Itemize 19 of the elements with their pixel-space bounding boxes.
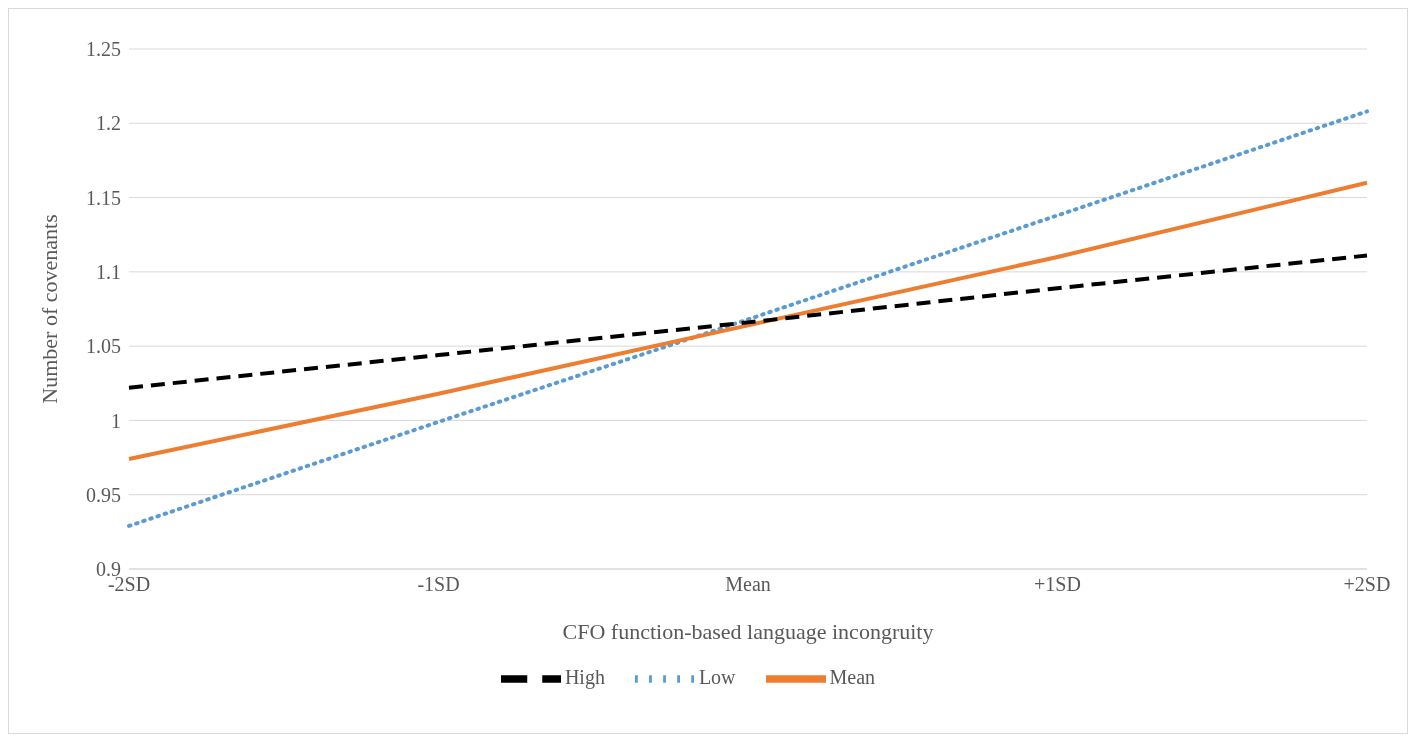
y-tick-label: 0.95	[86, 483, 121, 506]
legend-label: Low	[698, 665, 736, 688]
y-tick-label: 1	[111, 409, 121, 432]
y-tick-label: 1.1	[96, 260, 121, 283]
y-tick-label: 1.05	[86, 335, 121, 358]
x-tick-label: +1SD	[1034, 573, 1081, 596]
x-axis-title: CFO function-based language incongruity	[562, 619, 934, 644]
line-series	[127, 253, 1369, 390]
line-series	[127, 109, 1369, 528]
line-series	[127, 180, 1369, 462]
y-tick-label: 1.25	[86, 38, 121, 61]
legend-label: Mean	[829, 665, 876, 688]
y-tick-label: 1.2	[96, 112, 121, 135]
x-tick-label: -1SD	[417, 573, 460, 596]
y-axis-title: Number of covenants	[36, 214, 62, 404]
x-tick-label: +2SD	[1343, 573, 1391, 596]
x-tick-label: Mean	[725, 573, 771, 596]
legend-label: High	[564, 665, 605, 688]
y-tick-label: 1.15	[86, 186, 121, 209]
